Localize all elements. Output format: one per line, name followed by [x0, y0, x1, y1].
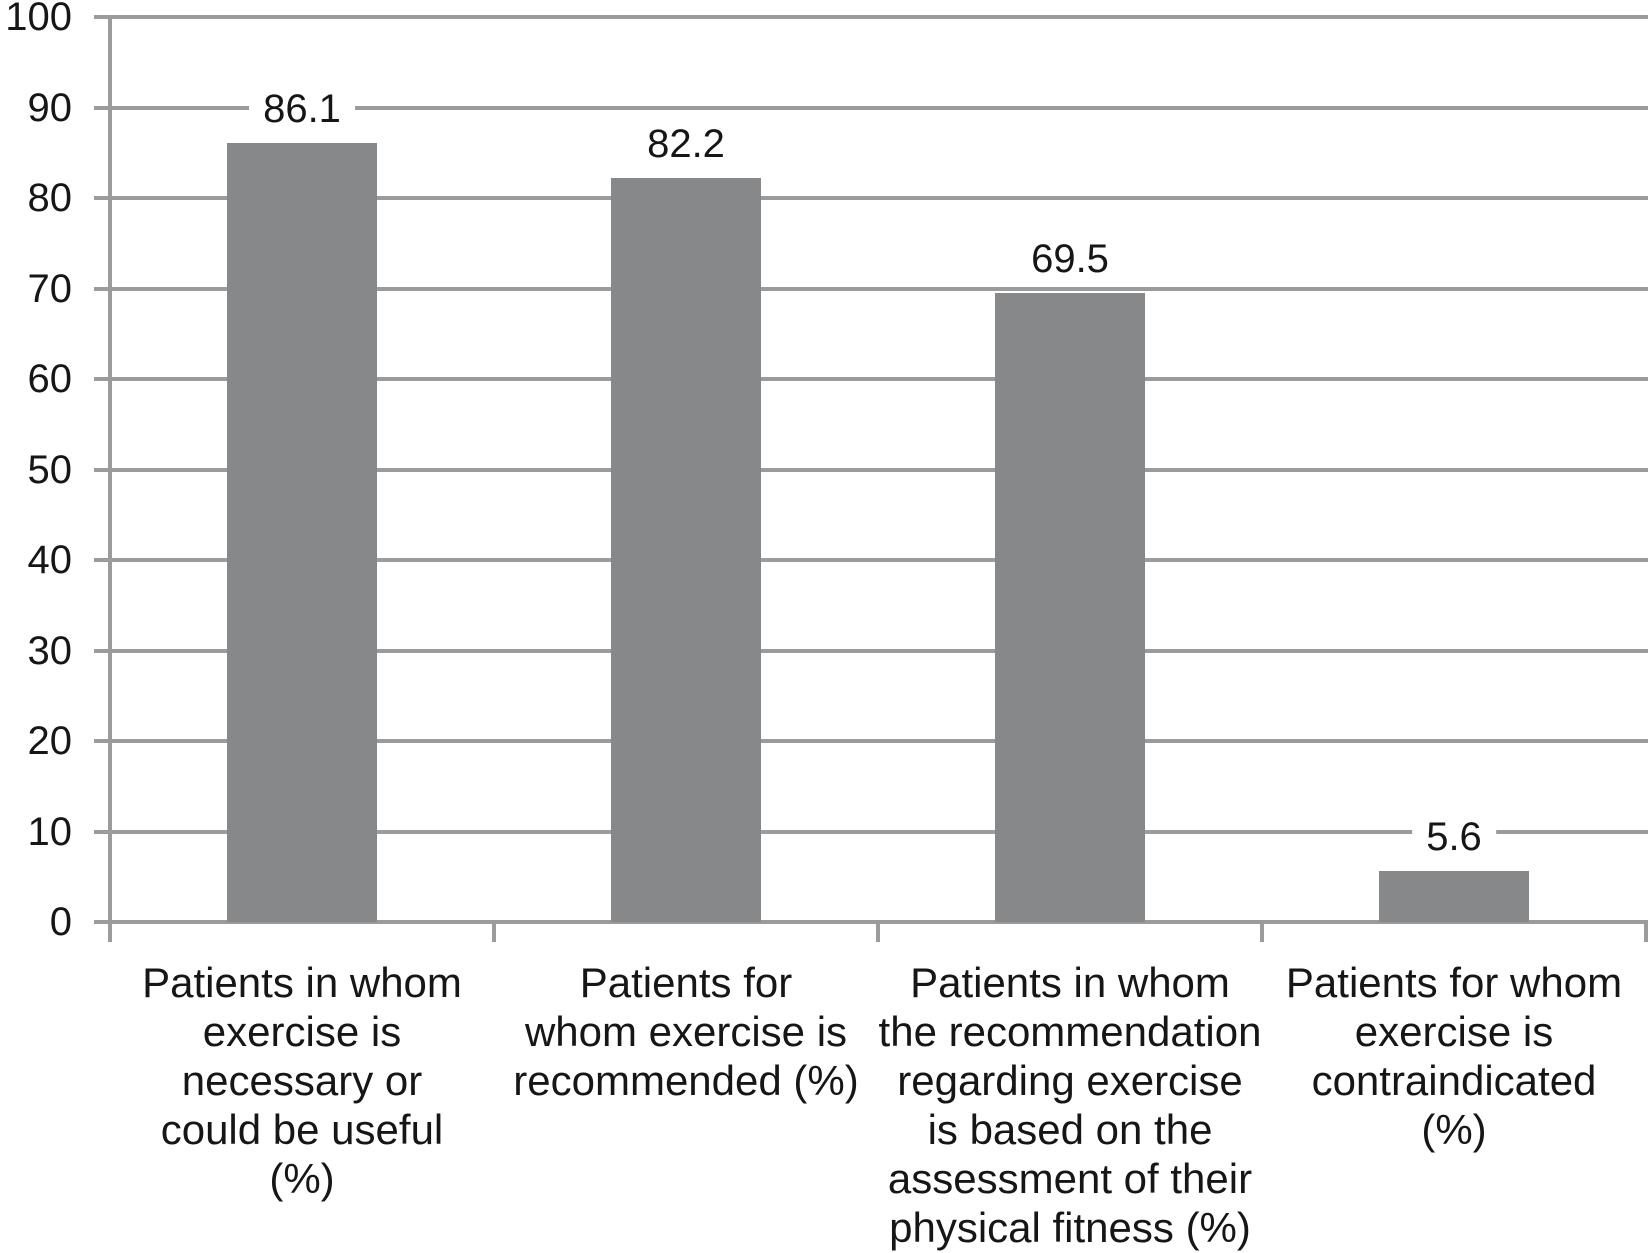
bar-value-label: 5.6	[1412, 814, 1496, 861]
bar-value-label: 82.2	[633, 121, 739, 168]
y-axis-tick	[94, 105, 112, 110]
category-label: Patients for whom exercise is recommende…	[513, 959, 859, 1104]
category-label: Patients in whom exercise is necessary o…	[142, 959, 462, 1202]
y-axis-tick	[94, 648, 112, 653]
gridline	[110, 286, 1648, 291]
gridline	[110, 15, 1648, 19]
y-axis-tick-label: 80	[27, 176, 73, 220]
category-label: Patients for whom exercise is contraindi…	[1285, 959, 1623, 1153]
y-axis-tick-label: 60	[27, 357, 73, 401]
x-axis-tick	[876, 922, 880, 942]
bar	[611, 178, 761, 922]
y-axis-tick-label: 40	[27, 538, 73, 582]
gridline	[110, 558, 1648, 562]
y-axis-tick	[94, 377, 112, 381]
y-axis-tick	[94, 739, 112, 743]
y-axis-tick	[94, 558, 112, 562]
y-axis-tick	[94, 829, 112, 834]
y-axis-tick-label: 30	[27, 628, 73, 673]
bar	[995, 293, 1145, 922]
gridline	[110, 739, 1648, 743]
y-axis-tick-label: 100	[5, 0, 72, 39]
gridline	[110, 196, 1648, 200]
bar	[1379, 871, 1529, 922]
y-axis-tick-label: 90	[27, 85, 73, 130]
x-axis-tick	[1644, 922, 1648, 942]
y-axis-tick	[94, 286, 112, 291]
y-axis-tick-label: 0	[49, 900, 72, 944]
y-axis-tick-label: 70	[27, 266, 73, 311]
y-axis-tick	[94, 15, 112, 19]
bar	[227, 142, 377, 922]
gridline	[110, 105, 1648, 110]
x-axis-tick	[492, 922, 496, 942]
bar-value-label: 69.5	[1017, 236, 1123, 283]
category-label: Patients in whom the recommendation rega…	[878, 959, 1262, 1251]
bar-value-label: 86.1	[249, 85, 355, 132]
gridline	[110, 377, 1648, 381]
gridline	[110, 648, 1648, 653]
x-axis-tick	[1260, 922, 1264, 942]
y-axis-tick	[94, 920, 112, 924]
y-axis-tick-label: 50	[27, 447, 73, 492]
gridline	[110, 467, 1648, 472]
y-axis-tick	[94, 196, 112, 200]
y-axis-tick	[94, 467, 112, 472]
y-axis-tick-label: 10	[27, 809, 73, 854]
gridline	[110, 829, 1648, 834]
x-axis-tick	[108, 922, 112, 942]
y-axis-line	[108, 15, 112, 940]
y-axis-tick-label: 20	[27, 719, 73, 763]
